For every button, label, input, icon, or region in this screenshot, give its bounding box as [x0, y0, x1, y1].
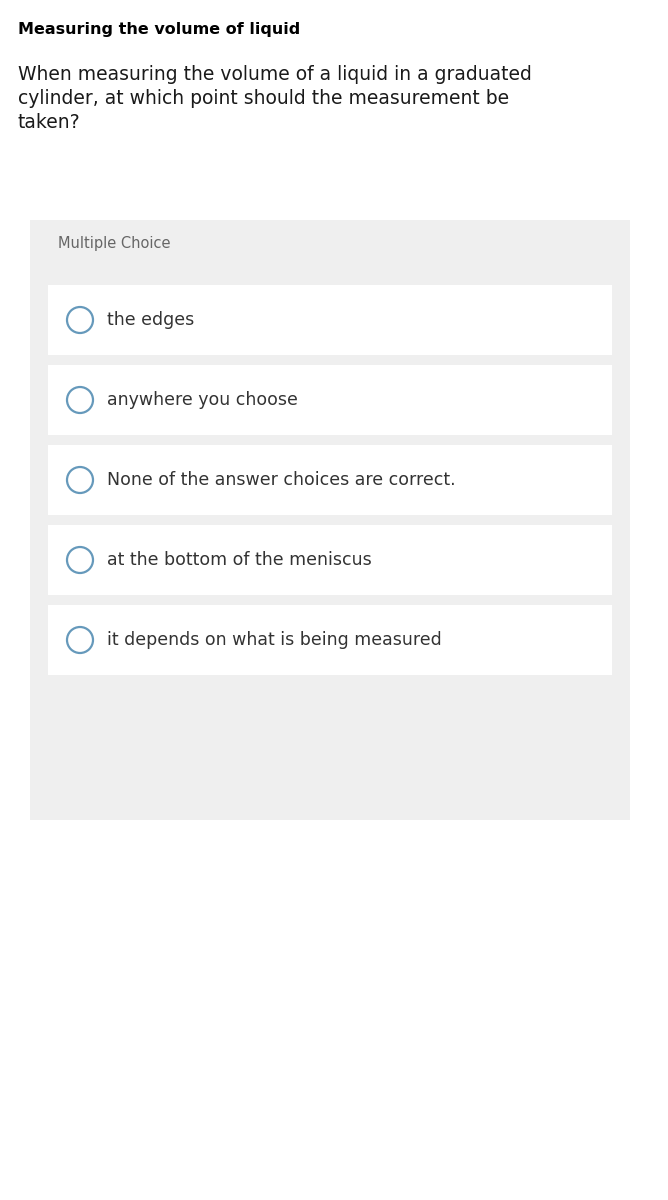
Text: the edges: the edges	[107, 311, 194, 329]
FancyBboxPatch shape	[48, 605, 612, 674]
Text: taken?: taken?	[18, 113, 81, 132]
Text: Multiple Choice: Multiple Choice	[58, 236, 170, 251]
Text: it depends on what is being measured: it depends on what is being measured	[107, 631, 442, 649]
FancyBboxPatch shape	[48, 445, 612, 515]
FancyBboxPatch shape	[48, 284, 612, 355]
Text: When measuring the volume of a liquid in a graduated: When measuring the volume of a liquid in…	[18, 65, 532, 84]
Text: None of the answer choices are correct.: None of the answer choices are correct.	[107, 470, 456, 490]
Text: cylinder, at which point should the measurement be: cylinder, at which point should the meas…	[18, 89, 509, 108]
Text: at the bottom of the meniscus: at the bottom of the meniscus	[107, 551, 372, 569]
FancyBboxPatch shape	[48, 526, 612, 595]
FancyBboxPatch shape	[48, 365, 612, 434]
Text: anywhere you choose: anywhere you choose	[107, 391, 298, 409]
Text: Measuring the volume of liquid: Measuring the volume of liquid	[18, 22, 300, 37]
FancyBboxPatch shape	[30, 220, 630, 820]
